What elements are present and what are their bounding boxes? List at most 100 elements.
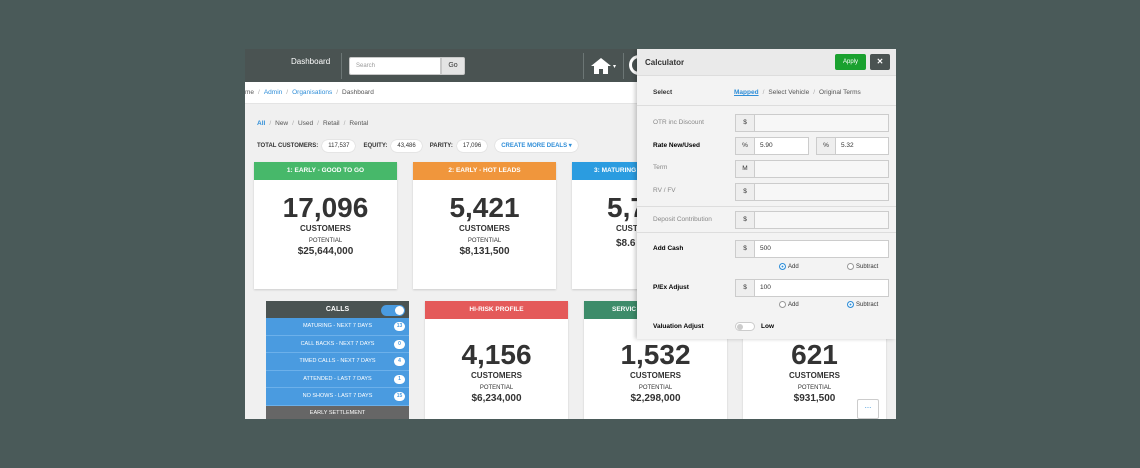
card-unit: CUSTOMERS bbox=[630, 371, 681, 380]
pex-label: P/Ex Adjust bbox=[653, 284, 689, 291]
divider bbox=[341, 53, 342, 79]
deposit-addon: $ bbox=[735, 211, 755, 229]
call-count-badge: 4 bbox=[394, 357, 405, 366]
call-row-label: TIMED CALLS - NEXT 7 DAYS bbox=[299, 358, 376, 364]
call-row[interactable]: ATTENDED - LAST 7 DAYS 1 bbox=[266, 371, 409, 388]
parity-value: 17,096 bbox=[456, 139, 488, 152]
pex-radio-add[interactable]: Add bbox=[779, 301, 799, 308]
filter-tabs: All / New / Used / Retail / Rental bbox=[257, 120, 369, 127]
home-icon[interactable] bbox=[590, 57, 612, 75]
chevron-down-icon[interactable]: ▾ bbox=[613, 64, 617, 70]
card-header: 1: EARLY - GOOD TO GO bbox=[254, 162, 397, 180]
user-avatar-icon[interactable] bbox=[629, 55, 641, 75]
call-row[interactable]: CALL BACKS - NEXT 7 DAYS 0 bbox=[266, 336, 409, 353]
calls-panel: CALLS MATURING - NEXT 7 DAYS 13 CALL BACK… bbox=[266, 301, 409, 419]
filter-new[interactable]: New bbox=[275, 120, 289, 127]
deposit-label: Deposit Contribution bbox=[653, 216, 712, 223]
select-vehicle[interactable]: Select Vehicle bbox=[768, 89, 810, 96]
card-header: 2: EARLY - HOT LEADS bbox=[413, 162, 556, 180]
call-count-badge: 1 bbox=[394, 374, 405, 384]
pex-input[interactable]: 100 bbox=[755, 279, 889, 297]
calls-header: CALLS bbox=[266, 301, 409, 318]
calculator-panel: Calculator Apply ✕ Select Mapped / Select … bbox=[637, 49, 896, 339]
add-cash-input[interactable]: 500 bbox=[755, 240, 889, 258]
calls-toggle[interactable] bbox=[381, 305, 405, 316]
filter-all[interactable]: All bbox=[257, 120, 266, 127]
card-count: 621 bbox=[791, 339, 838, 370]
card-amount: $6,234,000 bbox=[471, 393, 522, 404]
select-label: Select bbox=[653, 89, 673, 96]
deposit-input[interactable] bbox=[755, 211, 889, 229]
close-icon[interactable]: ✕ bbox=[870, 54, 890, 70]
rate-label: Rate New/Used bbox=[653, 142, 700, 149]
call-row-label: CALL BACKS - NEXT 7 DAYS bbox=[300, 340, 375, 347]
card-count: 17,096 bbox=[282, 192, 369, 223]
search-input[interactable]: Search bbox=[349, 57, 441, 75]
select-mapped[interactable]: Mapped bbox=[734, 89, 759, 96]
filter-rental[interactable]: Rental bbox=[349, 120, 369, 127]
term-input[interactable] bbox=[755, 160, 889, 178]
early-settlement-row[interactable]: EARLY SETTLEMENT bbox=[266, 405, 409, 419]
rate-used-input[interactable]: 5.32 bbox=[836, 137, 889, 155]
otr-addon: $ bbox=[735, 114, 755, 132]
card-amount: $25,644,000 bbox=[297, 246, 354, 257]
card-unit: CUSTOMERS bbox=[471, 371, 522, 380]
rate-new-input[interactable]: 5.90 bbox=[755, 137, 809, 155]
card-header: HI-RISK PROFILE bbox=[425, 301, 568, 319]
total-customers-value: 117,537 bbox=[322, 139, 356, 152]
radio-label: Subtract bbox=[856, 263, 879, 270]
calculator-header: Calculator Apply ✕ bbox=[637, 49, 896, 76]
card-potential-label: POTENTIAL bbox=[797, 385, 832, 391]
card-early-hot-leads[interactable]: 2: EARLY - HOT LEADS 5,421 CUSTOMERS POT… bbox=[413, 162, 556, 289]
card-early-good-to-go[interactable]: 1: EARLY - GOOD TO GO 17,096 CUSTOMERS P… bbox=[254, 162, 397, 289]
filter-used[interactable]: Used bbox=[297, 120, 314, 127]
pex-radio-subtract[interactable]: Subtract bbox=[847, 301, 878, 308]
radio-icon bbox=[847, 263, 854, 270]
create-more-deals-button[interactable]: CREATE MORE DEALS ▾ bbox=[495, 139, 578, 152]
breadcrumb-admin[interactable]: Admin bbox=[263, 89, 283, 96]
breadcrumb-home[interactable]: me bbox=[245, 89, 255, 96]
select-original-terms[interactable]: Original Terms bbox=[819, 89, 861, 96]
otr-input[interactable] bbox=[755, 114, 889, 132]
card-potential-label: POTENTIAL bbox=[479, 385, 514, 391]
radio-label: Add bbox=[788, 301, 799, 308]
card-count: 5,421 bbox=[449, 192, 520, 223]
card-hi-risk-profile[interactable]: HI-RISK PROFILE 4,156 CUSTOMERS POTENTIA… bbox=[425, 301, 568, 419]
divider bbox=[623, 53, 624, 79]
card-amount: $931,500 bbox=[793, 393, 836, 404]
breadcrumb-dashboard: Dashboard bbox=[342, 89, 374, 96]
call-row-label: ATTENDED - LAST 7 DAYS bbox=[303, 375, 372, 382]
call-count-badge: 13 bbox=[394, 322, 405, 331]
add-cash-radio-subtract[interactable]: Subtract bbox=[847, 263, 878, 270]
radio-icon bbox=[779, 301, 786, 308]
apply-button[interactable]: Apply bbox=[835, 54, 866, 70]
rv-input[interactable] bbox=[755, 183, 889, 201]
radio-selected-icon bbox=[779, 263, 786, 270]
card-potential-label: POTENTIAL bbox=[467, 238, 502, 244]
rate-used-addon: % bbox=[816, 137, 836, 155]
more-options-button[interactable]: ... bbox=[857, 399, 879, 419]
card-amount: $8,131,500 bbox=[459, 246, 510, 257]
card-unit: CUSTOMERS bbox=[300, 224, 351, 233]
card-potential-label: POTENTIAL bbox=[638, 385, 673, 391]
call-row[interactable]: NO SHOWS - LAST 7 DAYS 15 bbox=[266, 388, 409, 406]
totals-bar: TOTAL CUSTOMERS: 117,537 EQUITY: 43,486 … bbox=[257, 139, 578, 152]
term-label: Term bbox=[653, 164, 668, 171]
divider bbox=[637, 232, 896, 233]
call-row[interactable]: MATURING - NEXT 7 DAYS 13 bbox=[266, 318, 409, 336]
add-cash-addon: $ bbox=[735, 240, 755, 258]
card-count: 4,156 bbox=[461, 339, 532, 370]
go-button[interactable]: Go bbox=[441, 57, 465, 75]
page-title[interactable]: Dashboard bbox=[291, 57, 331, 66]
valuation-toggle[interactable] bbox=[735, 322, 755, 331]
calls-title: CALLS bbox=[325, 306, 350, 313]
add-cash-label: Add Cash bbox=[653, 245, 684, 252]
term-addon: M bbox=[735, 160, 755, 178]
add-cash-radio-add[interactable]: Add bbox=[779, 263, 799, 270]
breadcrumb-organisations[interactable]: Organisations bbox=[292, 89, 333, 96]
call-row[interactable]: TIMED CALLS - NEXT 7 DAYS 4 bbox=[266, 353, 409, 371]
card-amount: $2,298,000 bbox=[630, 393, 681, 404]
parity-label: PARITY: bbox=[429, 142, 453, 149]
filter-retail[interactable]: Retail bbox=[322, 120, 340, 127]
card-unit: CUST bbox=[616, 224, 638, 233]
